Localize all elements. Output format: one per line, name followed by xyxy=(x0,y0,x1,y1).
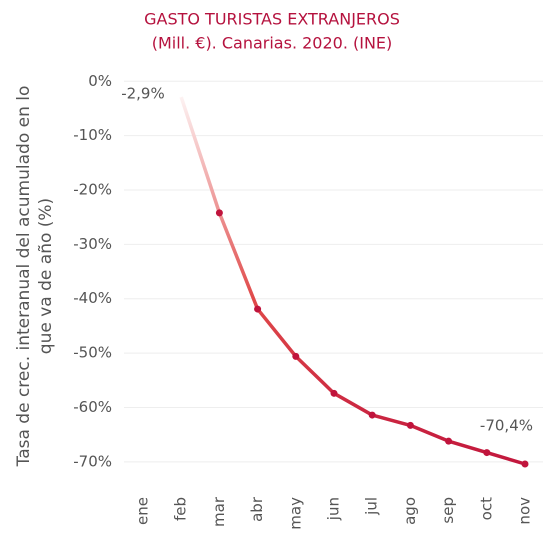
y-axis-title: que va de año (%) xyxy=(36,198,56,354)
x-tick-label: may xyxy=(286,497,304,530)
chart-subtitle: (Mill. €). Canarias. 2020. (INE) xyxy=(152,34,393,53)
y-tick-label: -70% xyxy=(73,452,112,470)
y-tick-label: -30% xyxy=(73,235,112,253)
x-tick-label: nov xyxy=(516,497,534,525)
point xyxy=(215,209,223,217)
data-label: -70,4% xyxy=(480,416,533,434)
x-tick-label: jun xyxy=(325,497,343,521)
y-tick-label: 0% xyxy=(88,72,112,90)
point xyxy=(368,411,376,419)
point xyxy=(521,460,529,468)
chart-title: GASTO TURISTAS EXTRANJEROS xyxy=(144,10,400,29)
y-tick-label: -60% xyxy=(73,398,112,416)
point xyxy=(292,352,300,360)
x-tick-label: abr xyxy=(248,496,266,522)
x-tick-label: jul xyxy=(363,497,381,516)
x-tick-label: sep xyxy=(439,497,457,524)
x-tick-label: ene xyxy=(134,497,152,525)
point xyxy=(406,421,414,429)
point xyxy=(445,437,453,445)
line xyxy=(179,96,526,466)
y-tick-label: -40% xyxy=(73,289,112,307)
y-tick-label: -20% xyxy=(73,181,112,199)
point xyxy=(254,305,262,313)
data-label: -2,9% xyxy=(121,85,165,103)
point xyxy=(330,389,338,397)
x-tick-label: feb xyxy=(172,497,190,521)
y-axis-title: Tasa de crec. interanual del acumulado e… xyxy=(14,86,34,468)
point xyxy=(483,449,491,457)
x-tick-label: mar xyxy=(210,496,228,527)
x-tick-label: oct xyxy=(477,497,495,520)
y-tick-label: -50% xyxy=(73,344,112,362)
y-tick-label: -10% xyxy=(73,126,112,144)
x-tick-label: ago xyxy=(401,497,419,525)
